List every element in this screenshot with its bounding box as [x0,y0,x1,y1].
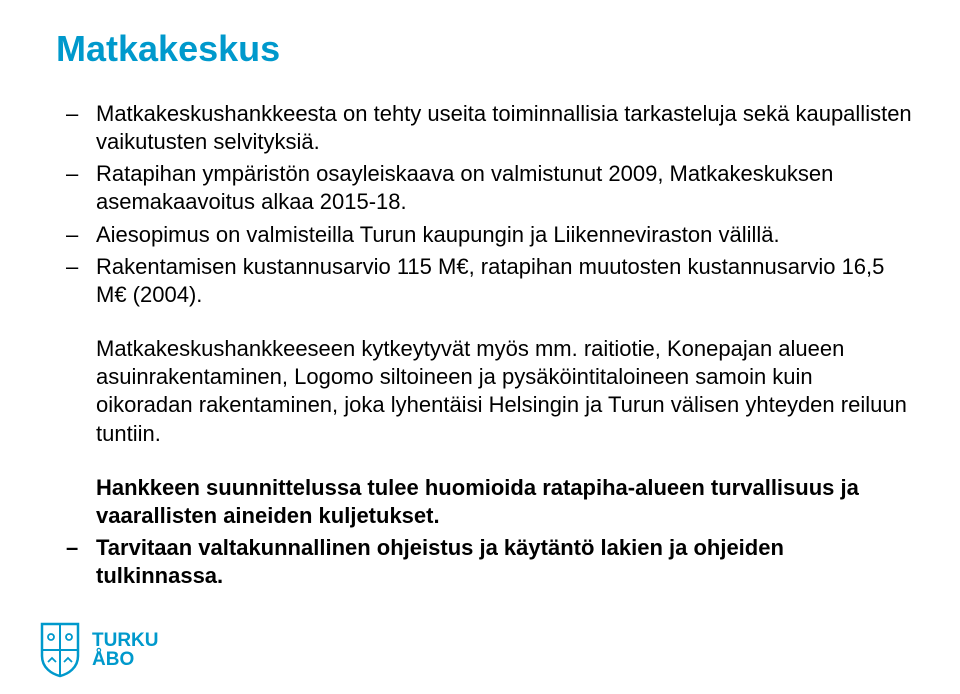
list-item: Tarvitaan valtakunnallinen ohjeistus ja … [96,534,912,590]
list-item: Aiesopimus on valmisteilla Turun kaupung… [96,221,912,249]
bold-bullet-list: Tarvitaan valtakunnallinen ohjeistus ja … [56,534,912,590]
page-title: Matkakeskus [56,28,912,70]
turku-logo: TURKU ÅBO [38,622,159,678]
paragraph: Matkakeskushankkeeseen kytkeytyvät myös … [56,335,912,448]
logo-line1: TURKU [92,631,159,650]
logo-text: TURKU ÅBO [92,631,159,669]
crest-icon [38,622,82,678]
logo-line2: ÅBO [92,650,159,669]
bullet-list: Matkakeskushankkeesta on tehty useita to… [56,100,912,309]
list-item: Rakentamisen kustannusarvio 115 M€, rata… [96,253,912,309]
list-item: Matkakeskushankkeesta on tehty useita to… [96,100,912,156]
slide: Matkakeskus Matkakeskushankkeesta on teh… [0,0,960,694]
bold-paragraph: Hankkeen suunnittelussa tulee huomioida … [56,474,912,530]
list-item: Ratapihan ympäristön osayleiskaava on va… [96,160,912,216]
